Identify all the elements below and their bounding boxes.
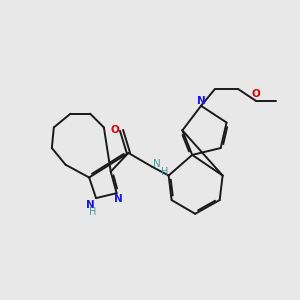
Text: N: N: [197, 96, 206, 106]
Text: N: N: [86, 200, 95, 210]
Text: N: N: [114, 194, 122, 204]
Text: H: H: [161, 167, 168, 177]
Text: O: O: [252, 89, 260, 99]
Text: N: N: [152, 159, 160, 169]
Text: O: O: [111, 125, 119, 135]
Text: H: H: [89, 207, 96, 217]
